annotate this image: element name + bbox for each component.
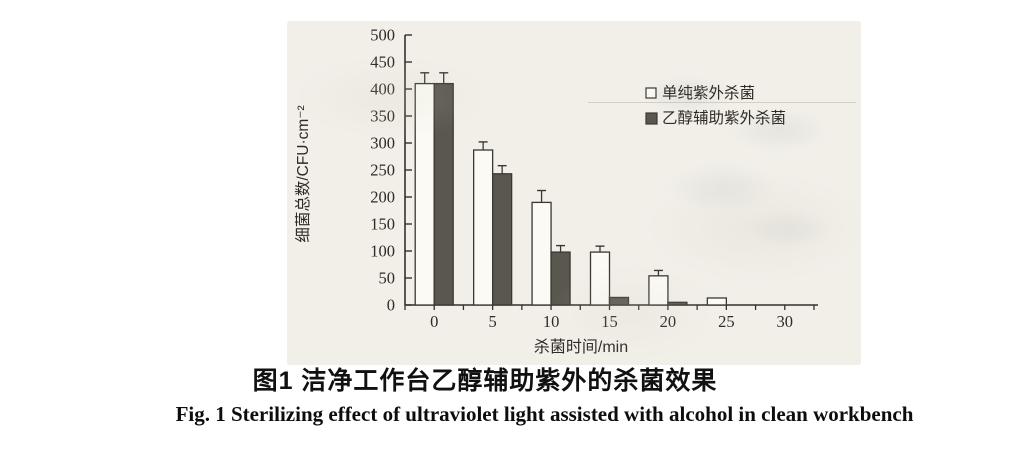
x-tick-label: 5 — [489, 312, 497, 331]
x-tick-label: 15 — [601, 312, 618, 331]
bar-alcohol-uv-5 — [491, 173, 513, 306]
x-tick-label: 0 — [430, 312, 438, 331]
bar-chart: 0 50 100 150 200 250 300 350 400 450 500 0 5 10 15 20 25… — [294, 26, 818, 356]
y-tick-label: 300 — [370, 134, 395, 153]
legend-marker-uv-only — [645, 87, 657, 99]
scanned-figure-region: 0 50 100 150 200 250 300 350 400 450 500 0 5 10 15 20 25… — [288, 22, 860, 364]
bar-alcohol-uv-10 — [550, 251, 571, 306]
bar-alcohol-uv-0 — [433, 82, 454, 306]
y-tick-label: 500 — [370, 26, 395, 45]
y-tick-label: 200 — [370, 188, 395, 207]
y-axis-title: 细菌总数/CFU·cm⁻² — [294, 105, 312, 242]
figure-caption-chinese: 图1 洁净工作台乙醇辅助紫外的杀菌效果 — [252, 367, 718, 395]
legend-marker-alcohol-uv — [645, 112, 658, 125]
x-tick-label: 25 — [718, 312, 735, 331]
bar-alcohol-uv-20 — [667, 301, 688, 306]
y-tick-label: 150 — [370, 215, 395, 234]
y-tick-label: 100 — [370, 242, 395, 261]
y-tick-label: 400 — [370, 80, 395, 99]
x-tick-label: 20 — [660, 312, 677, 331]
legend-label-alcohol-uv: 乙醇辅助紫外杀菌 — [662, 109, 786, 127]
bar-uv-only-15 — [589, 251, 611, 306]
y-tick-label: 450 — [370, 53, 395, 72]
y-tick-label: 50 — [379, 269, 396, 288]
y-tick-label: 250 — [370, 161, 395, 180]
y-tick-label: 0 — [387, 296, 395, 315]
bar-uv-only-25 — [706, 297, 728, 306]
figure-caption-english: Fig. 1 Sterilizing effect of ultraviolet… — [175, 402, 914, 426]
x-tick-label: 30 — [777, 312, 794, 331]
legend-label-uv-only: 单纯紫外杀菌 — [662, 84, 755, 102]
bar-uv-only-10 — [531, 201, 552, 306]
x-tick-label: 10 — [543, 312, 560, 331]
x-axis-title: 杀菌时间/min — [534, 338, 628, 356]
bar-alcohol-uv-15 — [608, 296, 630, 306]
y-tick-label: 350 — [370, 107, 395, 126]
bar-uv-only-20 — [648, 275, 669, 306]
bar-uv-only-5 — [472, 149, 494, 306]
bar-uv-only-0 — [414, 82, 435, 306]
